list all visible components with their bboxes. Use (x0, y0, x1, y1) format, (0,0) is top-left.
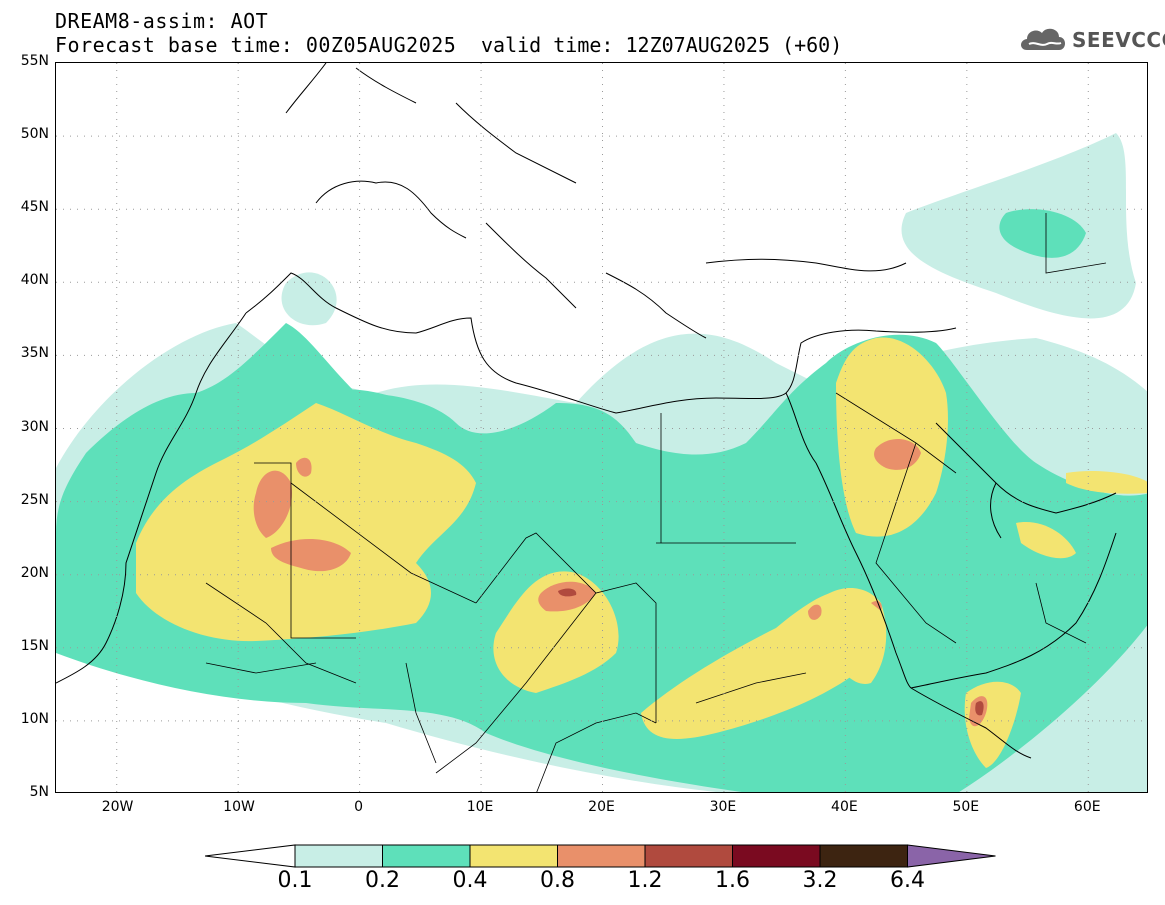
valid-time: valid time: 12Z07AUG2025 (+60) (481, 33, 843, 57)
colorbar-label: 3.2 (802, 868, 838, 893)
colorbar-label: 0.1 (277, 868, 313, 893)
map-panel (55, 62, 1148, 793)
logo-text: SEEVCCC (1072, 28, 1165, 52)
colorbar-label: 0.8 (540, 868, 575, 893)
aot-map (56, 63, 1147, 792)
lat-label: 40N (20, 272, 49, 289)
colorbar-segment (819, 844, 908, 868)
lon-label: 20W (101, 799, 134, 815)
lon-label: 20E (588, 799, 615, 815)
colorbar-segment (557, 844, 646, 868)
colorbar-label: 1.6 (715, 868, 750, 893)
colorbar-high-extend (907, 844, 996, 868)
lat-label: 25N (20, 491, 49, 508)
lat-label: 45N (20, 199, 49, 216)
lat-label: 20N (20, 564, 49, 581)
lon-label: 40E (831, 799, 858, 815)
lon-label: 10E (466, 799, 494, 815)
map-gridlines (56, 63, 1147, 792)
lat-label: 10N (20, 710, 49, 727)
colorbar-low-extend (204, 844, 296, 868)
aot-1.2-1.6-fill (558, 588, 984, 716)
seevccc-logo: SEEVCCC (1017, 22, 1165, 56)
colorbar-label: 1.2 (627, 868, 663, 893)
lon-label: 60E (1073, 799, 1101, 815)
colorbar-segment (732, 844, 821, 868)
colorbar-segment (382, 844, 471, 868)
cloud-icon (1021, 28, 1065, 50)
lat-label: 15N (20, 637, 49, 654)
lon-label: 10W (223, 799, 255, 815)
lat-label: 50N (20, 126, 49, 143)
map-title: DREAM8-assim: AOT (55, 9, 269, 33)
colorbar-bar (204, 844, 996, 868)
lon-label: 0 (354, 799, 364, 815)
colorbar-segment (644, 844, 733, 868)
colorbar-label: 0.2 (365, 868, 400, 893)
colorbar-segment (469, 844, 558, 868)
country-borders (205, 213, 1107, 792)
colorbar-segment (294, 844, 383, 868)
lat-label: 5N (29, 784, 49, 800)
lon-label: 30E (709, 799, 737, 815)
forecast-base-time: Forecast base time: 00Z05AUG2025 (55, 33, 457, 57)
colorbar-label: 6.4 (890, 868, 925, 893)
lon-label: 50E (952, 799, 980, 815)
colorbar (204, 843, 1000, 873)
lat-label: 55N (20, 53, 49, 69)
coastlines (56, 63, 1117, 759)
lat-label: 30N (20, 418, 49, 435)
lat-label: 35N (20, 345, 49, 362)
colorbar-label: 0.4 (452, 868, 488, 893)
